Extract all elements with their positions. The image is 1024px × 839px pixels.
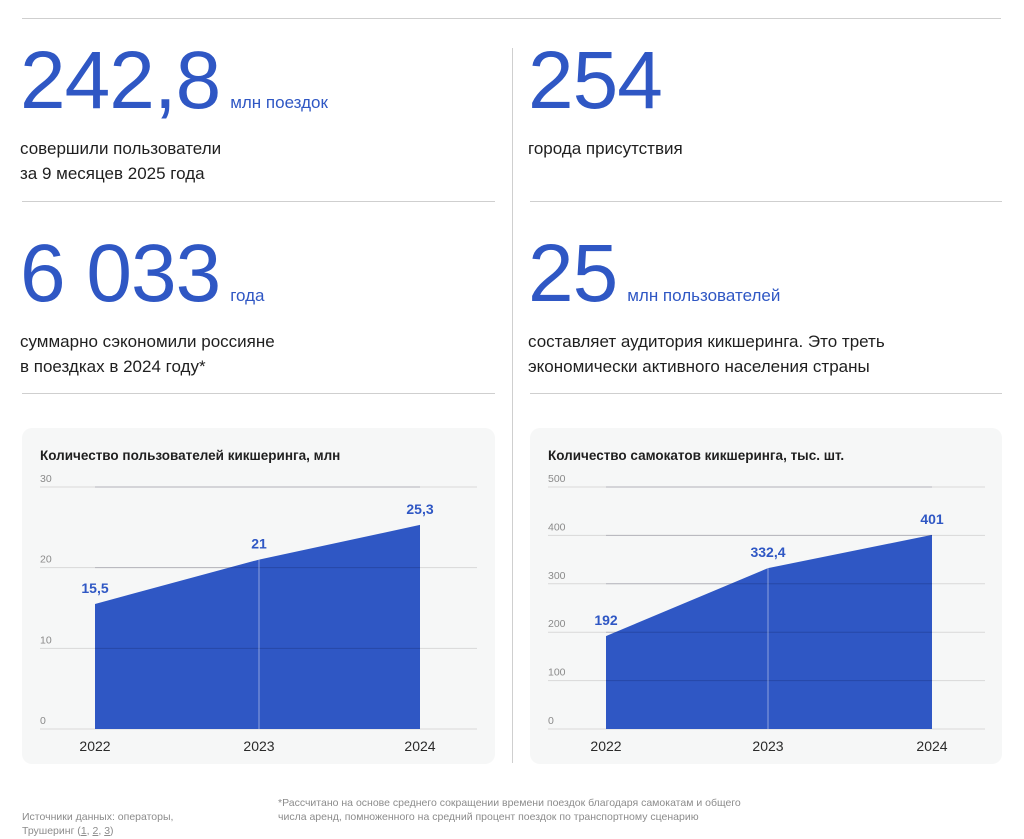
y-tick-label: 400 xyxy=(548,521,566,533)
top-divider xyxy=(22,18,1001,19)
left-divider-1 xyxy=(22,201,495,202)
stat-value: 242,8 xyxy=(20,35,221,126)
sources-text: Источники данных: операторы, Трушеринг ( xyxy=(22,811,174,837)
x-tick-label: 2022 xyxy=(79,738,110,754)
area-series xyxy=(606,534,932,729)
y-tick-label: 0 xyxy=(548,715,554,727)
chart-title: Количество пользователей кикшеринга, млн xyxy=(40,448,341,463)
stat-value: 25 xyxy=(528,228,618,319)
source-link-3[interactable]: 3 xyxy=(104,825,111,837)
data-label: 332,4 xyxy=(750,544,785,560)
y-tick-label: 500 xyxy=(548,473,566,485)
y-tick-label: 200 xyxy=(548,618,566,630)
right-divider-2 xyxy=(530,393,1002,394)
center-divider xyxy=(512,48,513,763)
chart-title: Количество самокатов кикшеринга, тыс. шт… xyxy=(548,448,845,463)
stat-trips: 242,8 млн поездок совершили пользователи… xyxy=(20,40,328,186)
stat-value: 6 033 xyxy=(20,228,221,319)
source-link-2[interactable]: 2 xyxy=(92,825,99,837)
data-label: 401 xyxy=(920,511,944,527)
source-link-1[interactable]: 1 xyxy=(80,825,87,837)
area-series xyxy=(95,524,420,729)
stat-cities: 254 города присутствия xyxy=(528,40,683,161)
x-tick-label: 2023 xyxy=(752,738,783,754)
users-area-chart: 0 10 20 30 15,5 21 25,3 2022 2023 2024 xyxy=(40,473,477,754)
calculation-note: *Рассчитано на основе среднего сокращени… xyxy=(278,797,741,823)
stat-value: 254 xyxy=(528,35,663,126)
y-tick-label: 20 xyxy=(40,554,52,566)
stat-description: составляет аудитория кикшеринга. Это тре… xyxy=(528,332,885,376)
y-tick-label: 10 xyxy=(40,634,52,646)
stat-users: 25 млн пользователей составляет аудитори… xyxy=(528,233,885,379)
stat-description: города присутствия xyxy=(528,139,683,158)
stat-unit: млн пользователей xyxy=(627,286,781,305)
scooters-area-chart: 0 100 200 300 400 500 192 332,4 401 2022 2023 2024 xyxy=(548,473,985,754)
sources-end: ) xyxy=(110,825,114,837)
data-sources: Источники данных: операторы, Трушеринг (… xyxy=(22,796,262,838)
y-tick-label: 300 xyxy=(548,570,566,582)
data-label: 25,3 xyxy=(406,501,433,517)
data-label: 15,5 xyxy=(81,580,108,596)
data-label: 21 xyxy=(251,536,267,552)
x-tick-label: 2024 xyxy=(916,738,947,754)
stat-years-saved: 6 033 года суммарно сэкономили россияне … xyxy=(20,233,275,379)
y-tick-label: 0 xyxy=(40,715,46,727)
y-tick-label: 30 xyxy=(40,473,52,485)
x-tick-label: 2023 xyxy=(243,738,274,754)
link-separator: , xyxy=(86,825,93,837)
users-chart-card: Количество пользователей кикшеринга, млн… xyxy=(22,428,495,764)
left-divider-2 xyxy=(22,393,495,394)
stat-unit: млн поездок xyxy=(230,93,328,112)
x-tick-label: 2022 xyxy=(590,738,621,754)
data-label: 192 xyxy=(594,612,618,628)
right-divider-1 xyxy=(530,201,1002,202)
link-separator: , xyxy=(98,825,105,837)
x-tick-label: 2024 xyxy=(404,738,435,754)
stat-unit: года xyxy=(230,286,265,305)
scooters-chart-card: Количество самокатов кикшеринга, тыс. шт… xyxy=(530,428,1002,764)
stat-description: суммарно сэкономили россияне в поездках … xyxy=(20,332,275,376)
stat-description: совершили пользователи за 9 месяцев 2025… xyxy=(20,139,222,183)
y-tick-label: 100 xyxy=(548,667,566,679)
